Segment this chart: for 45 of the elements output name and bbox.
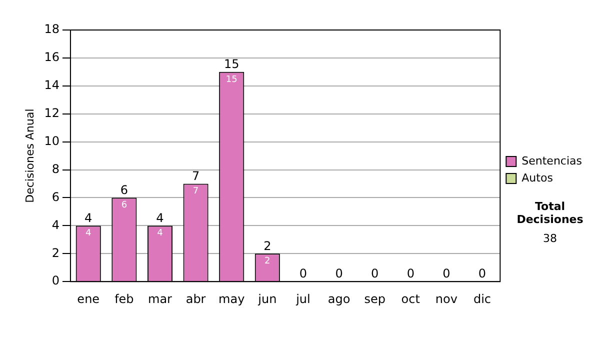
x-tick-label: nov: [435, 292, 458, 306]
x-tick-label: ene: [77, 292, 100, 306]
y-tick-label: 18: [44, 22, 60, 36]
y-tick-label: 0: [52, 274, 60, 288]
x-tick-label: oct: [401, 292, 420, 306]
y-tick-label: 16: [44, 50, 60, 64]
x-tick-label: mar: [148, 292, 172, 306]
data-label: 15: [226, 74, 238, 85]
total-label: 0: [442, 266, 450, 281]
x-tick-label: dic: [473, 292, 492, 306]
legend-label: Sentencias: [522, 154, 582, 168]
total-label: 0: [335, 266, 343, 281]
legend-label: Autos: [522, 171, 554, 184]
total-label: 15: [224, 57, 240, 72]
x-tick-label: jun: [257, 292, 277, 306]
total-label: 7: [192, 168, 200, 183]
total-label: 4: [84, 210, 92, 225]
total-label: 2: [264, 238, 272, 253]
x-tick-label: feb: [114, 292, 134, 306]
total-label: 0: [299, 266, 308, 281]
text: Total Decisiones: [516, 200, 584, 226]
data-label: 4: [157, 228, 164, 239]
total-label: 4: [156, 210, 164, 225]
y-tick-label: 8: [52, 162, 60, 176]
x-tick-label: sep: [364, 292, 386, 306]
data-label: 4: [86, 228, 92, 239]
x-tick-label: ago: [328, 292, 350, 306]
y-axis-title: Decisiones Anual: [23, 108, 36, 203]
data-label: 6: [121, 200, 128, 211]
x-tick-label: abr: [186, 292, 206, 306]
total-label: 0: [406, 266, 414, 281]
x-tick-label: may: [218, 292, 245, 306]
y-tick-label: 4: [52, 218, 60, 232]
text: 38: [542, 232, 558, 245]
y-tick-label: 6: [52, 190, 60, 204]
y-tick-label: 14: [44, 78, 60, 92]
data-label: 7: [192, 186, 199, 197]
y-tick-label: 12: [44, 106, 60, 120]
y-tick-label: 2: [52, 246, 60, 260]
data-label: 2: [264, 256, 270, 266]
total-label: 6: [120, 182, 128, 197]
total-label: 0: [371, 266, 379, 281]
x-tick-label: jul: [295, 292, 310, 306]
y-tick-label: 10: [44, 134, 60, 148]
total-label: 0: [478, 266, 486, 281]
